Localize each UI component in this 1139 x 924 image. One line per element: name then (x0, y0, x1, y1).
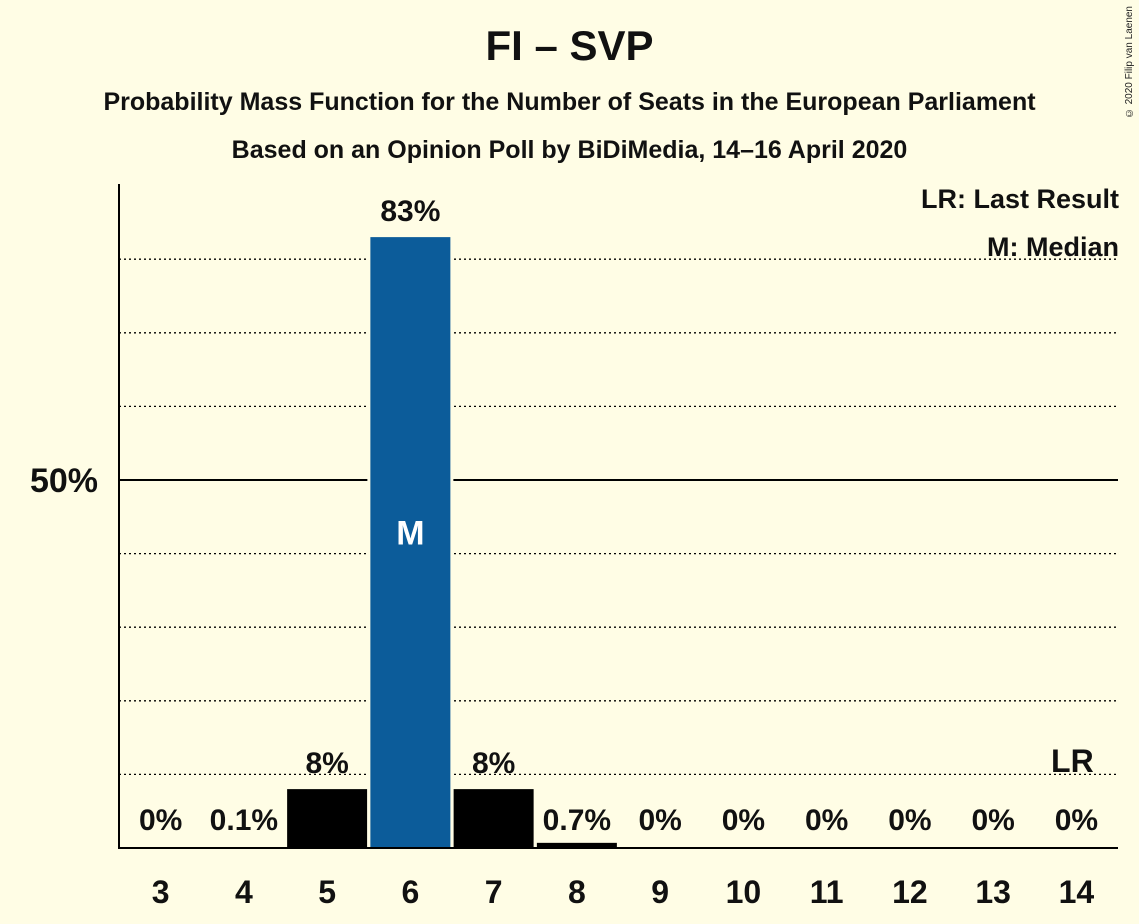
x-tick-label: 4 (235, 874, 253, 910)
x-tick-label: 8 (568, 874, 586, 910)
last-result-marker: LR (1051, 743, 1094, 779)
x-tick-label: 9 (651, 874, 669, 910)
data-label: 0% (971, 804, 1014, 837)
y-tick-label: 50% (30, 462, 98, 500)
bar-7 (453, 789, 534, 848)
bar-5 (287, 789, 368, 848)
x-tick-label: 14 (1059, 874, 1095, 910)
data-label: 0.7% (543, 804, 611, 837)
bar-6 (370, 237, 451, 848)
x-tick-label: 7 (485, 874, 503, 910)
bar-gap (200, 844, 287, 848)
x-tick-label: 11 (810, 874, 844, 910)
x-tick-label: 12 (892, 874, 928, 910)
bar-8 (536, 842, 617, 848)
x-tick-label: 5 (318, 874, 336, 910)
median-marker: M (396, 515, 424, 553)
chart-subtitle-1: Probability Mass Function for the Number… (103, 88, 1036, 116)
chart-subtitle-2: Based on an Opinion Poll by BiDiMedia, 1… (231, 136, 908, 164)
data-label: 0.1% (210, 804, 278, 837)
legend-last-result: LR: Last Result (920, 184, 1119, 214)
legend-median: M: Median (987, 232, 1119, 262)
data-label: 0% (638, 804, 681, 837)
chart-title: FI – SVP (485, 22, 654, 69)
data-label: 8% (305, 747, 348, 780)
data-label: 0% (805, 804, 848, 837)
data-label: 8% (472, 747, 515, 780)
data-label: 83% (380, 195, 440, 228)
data-label: 0% (722, 804, 765, 837)
data-label: 0% (139, 804, 182, 837)
data-label: 0% (1055, 804, 1098, 837)
x-tick-label: 13 (975, 874, 1011, 910)
x-tick-label: 10 (726, 874, 762, 910)
x-tick-label: 3 (152, 874, 170, 910)
data-label: 0% (888, 804, 931, 837)
x-tick-label: 6 (401, 874, 419, 910)
